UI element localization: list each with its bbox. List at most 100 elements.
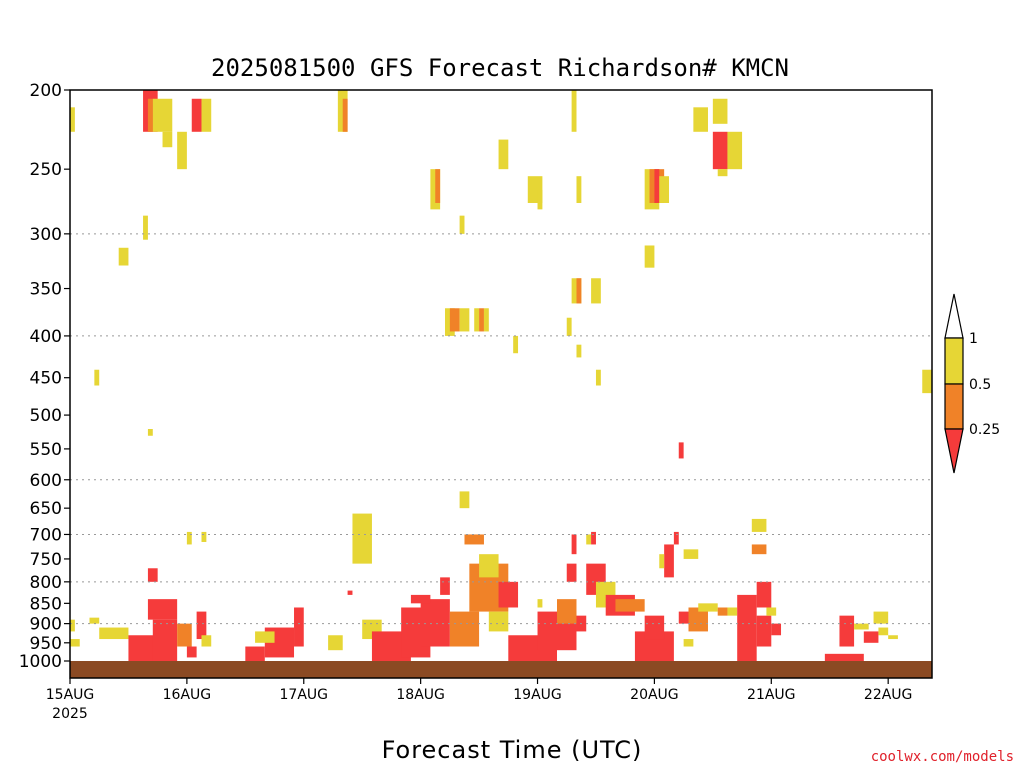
- heatmap-cell: [70, 619, 75, 632]
- colorbar-yellow: [944, 337, 964, 385]
- heatmap-cell: [94, 369, 100, 386]
- credit-text: coolwx.com/models: [871, 749, 1014, 765]
- heatmap-cell: [591, 278, 601, 304]
- x-tick-label: 19AUG: [513, 687, 562, 703]
- heatmap-cell: [177, 131, 187, 170]
- heatmap-cell: [537, 599, 543, 608]
- colorbar: 1 0.5 0.25: [944, 293, 1000, 474]
- heatmap-cell: [654, 169, 660, 203]
- heatmap-cell: [449, 308, 460, 332]
- heatmap-cell: [571, 534, 577, 555]
- heatmap-cell: [576, 278, 582, 304]
- heatmap-cell: [586, 534, 592, 545]
- y-tick-label: 500: [30, 406, 62, 426]
- heatmap-cell: [673, 531, 679, 545]
- heatmap-cell: [824, 653, 864, 661]
- heatmap-cell: [488, 611, 509, 632]
- heatmap-cell: [615, 599, 645, 612]
- heatmap-cell: [464, 534, 484, 545]
- heatmap-cell: [888, 635, 898, 640]
- heatmap-cell: [294, 607, 304, 647]
- heatmap-cell: [70, 639, 80, 647]
- colorbar-label: 0.25: [969, 422, 1000, 438]
- heatmap-cell: [479, 308, 484, 332]
- heatmap-cell: [566, 563, 577, 582]
- heatmap-cell: [440, 577, 450, 595]
- heatmap-cell: [712, 98, 728, 124]
- heatmap-cell: [576, 176, 582, 203]
- colorbar-label: 0.5: [969, 377, 991, 393]
- heatmap-cell: [513, 335, 519, 354]
- y-tick-label: 650: [30, 499, 62, 519]
- colorbar-top-triangle: [944, 293, 964, 339]
- x-tick-label: 16AUG: [163, 687, 212, 703]
- heatmap-cell: [839, 615, 855, 647]
- heatmap-cell: [147, 98, 153, 132]
- heatmap-cell: [591, 531, 596, 545]
- y-tick-label: 950: [30, 634, 62, 654]
- heatmap-cell: [863, 631, 879, 643]
- y-tick-label: 400: [30, 327, 62, 347]
- heatmap-cell: [576, 344, 582, 358]
- heatmap-cell: [922, 369, 932, 394]
- heatmap-cell: [595, 369, 601, 386]
- heatmap-cell: [152, 98, 173, 132]
- plot-frame: [69, 89, 933, 679]
- y-tick-label: 550: [30, 440, 62, 460]
- heatmap-cell: [162, 131, 173, 148]
- y-tick-label: 200: [30, 81, 62, 101]
- heatmap-cell: [483, 308, 489, 332]
- heatmap-cell: [693, 107, 708, 132]
- heatmap-cell: [751, 544, 767, 555]
- heatmap-cell: [698, 603, 718, 612]
- colorbar-orange: [944, 383, 964, 430]
- x-tick-year: 2025: [52, 706, 88, 722]
- heatmap-cell: [245, 646, 265, 661]
- heatmap-cell: [474, 308, 480, 332]
- x-tick-label: 15AUG: [46, 687, 95, 703]
- heatmap-cell: [712, 131, 728, 170]
- heatmap-cell: [152, 619, 178, 661]
- heatmap-cell: [479, 554, 499, 578]
- heatmap-cell: [756, 581, 772, 608]
- heatmap-cell: [557, 599, 577, 624]
- x-tick-label: 20AUG: [630, 687, 679, 703]
- heatmap-cell: [727, 607, 738, 616]
- heatmap-cell: [878, 627, 889, 636]
- y-tick-label: 250: [30, 160, 62, 180]
- heatmap-cell: [854, 623, 869, 630]
- heatmap-cell: [688, 607, 708, 632]
- heatmap-cell: [118, 247, 129, 266]
- heatmap-cell: [99, 627, 129, 640]
- y-tick-label: 450: [30, 369, 62, 389]
- heatmap-cell: [70, 107, 75, 132]
- heatmap-cell: [566, 317, 572, 336]
- heatmap-cell: [756, 615, 772, 647]
- heatmap-cell: [683, 639, 694, 647]
- y-tick-label: 350: [30, 280, 62, 300]
- y-tick-label: 700: [30, 525, 62, 545]
- heatmap-cell: [737, 594, 757, 661]
- y-axis: 200 250 300 350 400 450 500 550 600 650 700 750 8008…: [19, 81, 70, 672]
- heatmap-cell: [571, 90, 577, 132]
- heatmap-cell: [352, 534, 372, 564]
- heatmap-cell: [717, 169, 728, 177]
- heatmap-cell: [644, 615, 665, 640]
- x-axis-label: Forecast Time (UTC): [382, 736, 643, 764]
- x-tick-label: 17AUG: [280, 687, 329, 703]
- heatmap-cell: [873, 611, 889, 624]
- y-tick-label: 1000: [19, 652, 62, 672]
- heatmap-cells: [70, 90, 932, 661]
- heatmap-cell: [342, 98, 348, 132]
- colorbar-bottom-triangle: [944, 428, 964, 474]
- heatmap-cell: [196, 611, 207, 640]
- heatmap-cell: [498, 139, 509, 170]
- heatmap-cell: [201, 98, 212, 132]
- heatmap-cell: [678, 442, 684, 459]
- heatmap-cell: [410, 594, 431, 604]
- heatmap-cell: [449, 611, 480, 647]
- heatmap-cell: [537, 189, 543, 210]
- ground-fill: [70, 661, 932, 678]
- heatmap-cell: [347, 590, 353, 595]
